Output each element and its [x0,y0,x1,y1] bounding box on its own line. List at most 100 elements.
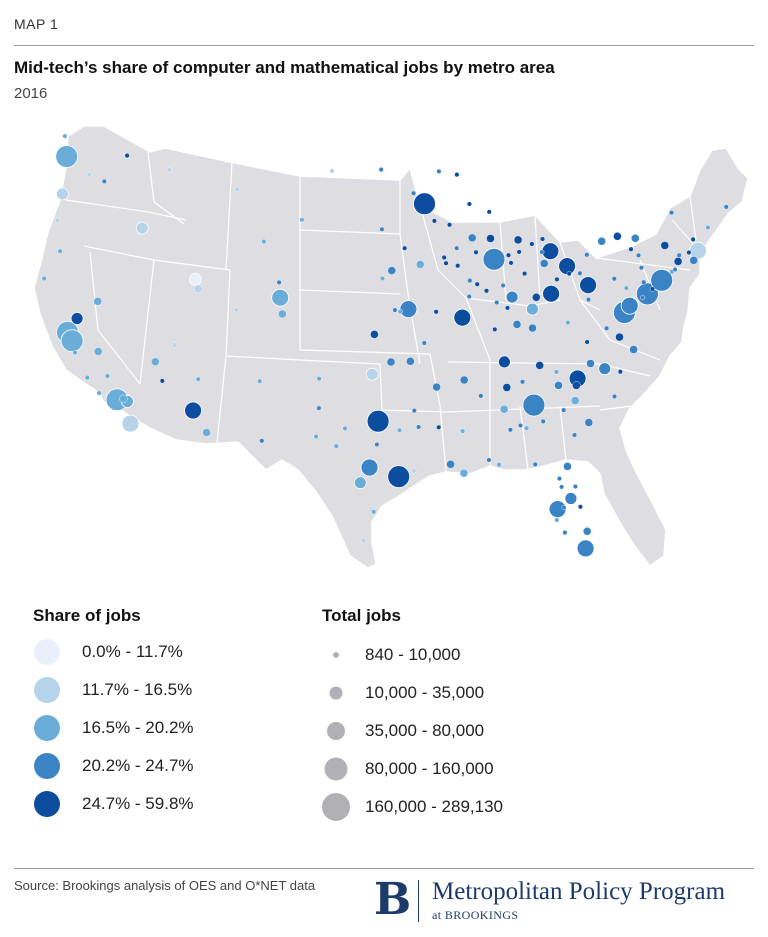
map-label: MAP 1 [14,16,59,32]
metro-bubble [432,382,441,392]
metro-bubble [522,393,546,417]
legend-swatch [30,713,64,743]
metro-bubble [640,295,646,301]
metro-bubble [474,281,480,287]
metro-bubble [392,307,398,313]
metro-bubble [299,217,305,223]
metro-bubble [371,509,377,515]
legend-size-label: 35,000 - 80,000 [365,721,485,740]
legend-share-label: 24.7% - 59.8% [82,794,194,813]
metro-bubble [459,469,469,478]
metro-bubble [96,390,102,396]
legend-swatch [30,789,64,819]
legend-size-label: 840 - 10,000 [365,645,461,664]
map-subtitle: 2016 [14,85,48,102]
metro-bubble [492,326,498,332]
metro-bubble [431,218,437,224]
legend-swatch [30,675,64,705]
us-metro-map [33,125,749,569]
metro-bubble [259,438,265,444]
metro-bubble [342,425,348,431]
metro-bubble [660,241,669,250]
metro-bubble [453,308,472,327]
us-land [33,125,749,569]
legend-size-item: 10,000 - 35,000 [319,678,484,708]
metro-bubble [455,263,461,269]
metro-bubble [572,484,578,490]
metro-bubble [387,266,396,275]
legend-size-symbol [319,716,353,746]
metro-bubble [436,168,442,174]
metro-bubble [566,271,572,277]
metro-bubble [586,359,595,368]
metro-bubble [397,308,403,314]
metro-bubble [629,345,638,354]
metro-bubble [559,484,565,490]
metro-bubble [554,517,560,523]
legend-size-symbol [319,792,353,822]
metro-bubble [202,428,211,437]
metro-bubble [617,369,623,375]
metro-bubble [705,224,711,230]
metro-bubble [271,288,290,307]
metro-bubble [466,201,472,207]
legend-share-label: 16.5% - 20.2% [82,718,194,737]
metro-bubble [413,192,436,216]
legend-size-item: 35,000 - 80,000 [319,716,484,746]
metro-bubble [124,153,130,159]
metro-bubble [669,269,675,275]
source-note: Source: Brookings analysis of OES and O*… [14,878,316,893]
metro-bubble [399,300,418,319]
metro-bubble [496,462,502,468]
metro-bubble [486,209,492,215]
legend-size-title: Total jobs [322,606,402,625]
legend-swatch-circle [34,715,60,741]
metro-bubble [171,342,177,348]
legend-size-circle [324,757,348,781]
metro-bubble [370,330,379,339]
legend-size-label: 10,000 - 35,000 [365,683,485,702]
program-name: Metropolitan Policy Program [432,878,726,905]
metro-bubble [433,309,439,315]
metro-bubble [623,285,629,291]
metro-bubble [466,294,472,300]
metro-bubble [583,527,592,536]
metro-bubble [548,500,567,519]
legend-share-label: 20.2% - 24.7% [82,756,194,775]
legend-swatch [30,751,64,781]
legend-size-item: 160,000 - 289,130 [319,792,503,822]
metro-bubble [494,299,500,305]
metro-bubble [554,369,560,375]
metro-bubble [379,226,385,232]
metro-bubble [482,247,506,271]
legend-size-circle [329,686,343,700]
metro-bubble [184,401,203,420]
legend-size-circle [333,652,339,658]
metro-bubble [416,424,422,430]
metro-bubble [539,249,545,255]
metro-bubble [532,461,538,467]
legend-size-item: 840 - 10,000 [319,640,460,670]
metro-bubble [60,329,84,353]
metro-bubble [460,375,469,385]
legend-size-symbol [319,640,353,670]
metro-bubble [572,381,581,390]
metro-bubble [93,347,103,356]
metro-bubble [397,427,403,433]
metro-bubble [360,458,379,477]
legend-share-item: 16.5% - 20.2% [30,713,194,743]
metro-bubble [411,468,417,474]
bottom-divider [14,868,754,869]
metro-bubble [540,259,549,268]
metro-bubble [486,234,495,243]
metro-bubble [151,357,160,366]
metro-bubble [516,249,522,255]
metro-bubble [119,394,128,403]
metro-bubble [378,167,384,173]
legend-share-title: Share of jobs [33,606,141,625]
metro-bubble [505,305,511,311]
legend-share-item: 24.7% - 59.8% [30,789,194,819]
metro-bubble [520,379,526,385]
metro-bubble [421,340,427,346]
metro-bubble [505,290,519,304]
